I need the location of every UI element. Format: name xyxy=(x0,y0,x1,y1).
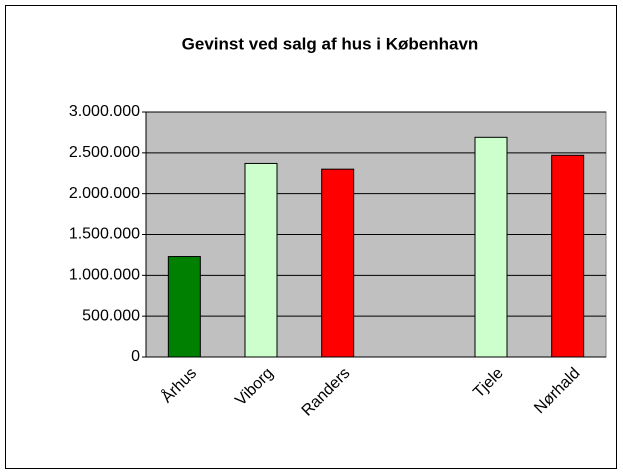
y-tick-label: 2.000.000 xyxy=(69,185,140,202)
bar xyxy=(167,256,201,358)
y-tick-label: 500.000 xyxy=(82,307,140,324)
y-tick-label: 2.500.000 xyxy=(69,144,140,161)
y-tick-label: 1.500.000 xyxy=(69,226,140,243)
chart-title: Gevinst ved salg af hus i København xyxy=(182,34,479,53)
y-tick-label: 0 xyxy=(131,348,140,365)
y-tick-label: 3.000.000 xyxy=(69,103,140,120)
y-tick-label: 1.000.000 xyxy=(69,267,140,284)
bar xyxy=(551,154,585,358)
bar xyxy=(321,168,355,358)
bar xyxy=(474,136,508,358)
bar xyxy=(244,162,278,358)
